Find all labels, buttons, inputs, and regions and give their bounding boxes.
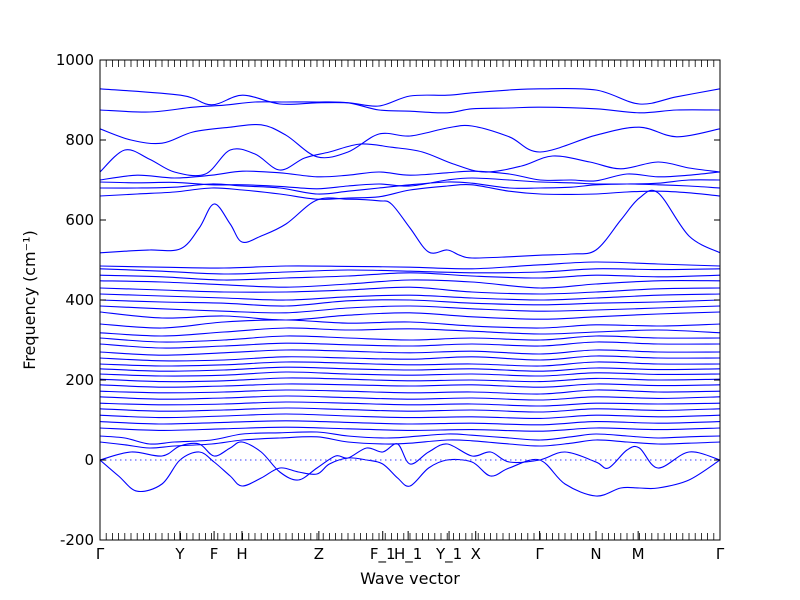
band-line-4 <box>100 143 720 177</box>
x-tick-label: F_1 <box>370 545 396 564</box>
x-tick-label: M <box>632 545 645 563</box>
x-tick-label: N <box>590 545 601 563</box>
x-tick-label: Γ <box>96 545 105 563</box>
band-line-38 <box>100 436 720 449</box>
band-line-35 <box>100 420 720 426</box>
y-axis-label: Frequency (cm⁻¹) <box>20 230 39 369</box>
x-tick-label: H_1 <box>394 545 422 564</box>
band-line-2 <box>100 101 720 114</box>
band-line-34 <box>100 413 720 419</box>
band-line-31 <box>100 395 720 401</box>
band-line-3 <box>100 123 720 159</box>
band-line-23 <box>100 349 720 356</box>
band-line-39 <box>100 451 720 497</box>
y-tick-label: 1000 <box>56 51 94 69</box>
y-tick-label: 200 <box>65 371 94 389</box>
band-line-40 <box>100 441 720 481</box>
y-axis-ticks: -200 0 200 400 600 800 1000 <box>56 51 720 549</box>
band-line-5 <box>100 170 720 182</box>
band-line-25 <box>100 361 720 367</box>
band-line-28 <box>100 377 720 383</box>
x-tick-label: F <box>210 545 219 563</box>
band-line-9 <box>100 189 720 259</box>
band-line-29 <box>100 383 720 388</box>
y-tick-label: 600 <box>65 211 94 229</box>
x-tick-label: Y_1 <box>435 545 462 564</box>
band-line-17 <box>100 305 720 314</box>
x-tick-label: Z <box>314 545 324 563</box>
band-line-26 <box>100 366 720 372</box>
x-minor-ticks <box>99 60 721 540</box>
band-line-8 <box>100 183 720 200</box>
x-tick-label: X <box>471 545 481 563</box>
x-axis-label: Wave vector <box>360 569 460 588</box>
band-line-37 <box>100 431 720 445</box>
band-lines <box>100 87 720 497</box>
band-line-19 <box>100 319 720 329</box>
band-line-22 <box>100 341 720 349</box>
x-tick-label: H <box>236 545 247 563</box>
band-line-15 <box>100 293 720 301</box>
band-line-21 <box>100 335 720 343</box>
band-line-14 <box>100 286 720 295</box>
band-line-18 <box>100 311 720 321</box>
band-line-20 <box>100 327 720 337</box>
y-tick-label: 0 <box>84 451 94 469</box>
band-line-30 <box>100 389 720 395</box>
band-line-11 <box>100 268 720 275</box>
band-line-6 <box>100 177 720 190</box>
y-tick-label: -200 <box>60 531 94 549</box>
plot-frame <box>99 59 721 541</box>
band-line-24 <box>100 355 720 362</box>
y-tick-label: 400 <box>65 291 94 309</box>
band-line-10 <box>100 261 720 270</box>
band-line-13 <box>100 279 720 289</box>
band-line-16 <box>100 299 720 307</box>
x-tick-label: Y <box>174 545 185 563</box>
x-tick-label: Γ <box>535 545 544 563</box>
y-tick-label: 800 <box>65 131 94 149</box>
x-tick-label: Γ <box>716 545 725 563</box>
band-line-33 <box>100 407 720 413</box>
band-line-12 <box>100 272 720 281</box>
band-line-32 <box>100 401 720 407</box>
band-line-1 <box>100 87 720 107</box>
band-line-7 <box>100 181 720 195</box>
band-line-27 <box>100 371 720 377</box>
band-line-36 <box>100 426 720 432</box>
